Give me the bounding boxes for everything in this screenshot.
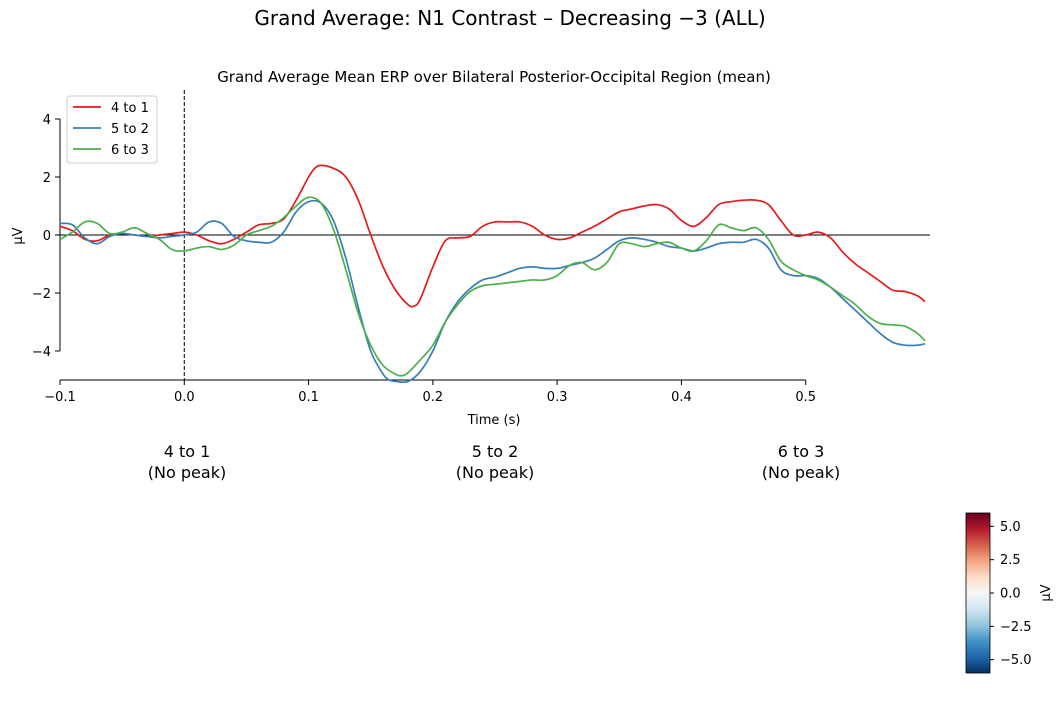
figure-title: Grand Average: N1 Contrast – Decreasing … <box>254 6 766 30</box>
colorbar-tick-label: 0.0 <box>1000 587 1021 602</box>
y-tick-label: −2 <box>32 287 51 302</box>
y-tick-label: 4 <box>43 113 51 128</box>
legend-entry-label: 4 to 1 <box>111 101 149 116</box>
series-line-5-to-2 <box>59 199 926 384</box>
colorbar-gradient <box>965 512 991 674</box>
y-tick-label: 2 <box>43 171 51 186</box>
y-tick-label: −4 <box>32 345 51 360</box>
peak-label-condition: 4 to 1 <box>163 442 211 461</box>
chart-title: Grand Average Mean ERP over Bilateral Po… <box>217 68 771 86</box>
peak-label-status: (No peak) <box>761 463 841 482</box>
x-tick-label: 0.3 <box>547 390 568 405</box>
x-tick-label: 0.0 <box>174 390 195 405</box>
legend-entry-label: 6 to 3 <box>111 143 149 158</box>
x-axis-label: Time (s) <box>467 413 521 428</box>
legend-box <box>66 95 158 164</box>
series-line-4-to-1 <box>59 164 926 308</box>
colorbar-tick-label: −5.0 <box>1000 653 1032 668</box>
peak-label-condition: 6 to 3 <box>777 442 825 461</box>
legend: 4 to 1 5 to 2 6 to 3 <box>66 95 158 164</box>
y-tick-label: 0 <box>43 229 51 244</box>
colorbar: 5.0 2.5 0.0 −2.5 −5.0 µV <box>965 512 1054 674</box>
x-tick-label: 0.5 <box>795 390 816 405</box>
peak-label-condition: 5 to 2 <box>471 442 519 461</box>
peak-label-5-to-2: 5 to 2 (No peak) <box>405 441 585 483</box>
series-line-6-to-3 <box>59 196 926 377</box>
x-tick-label: −0.1 <box>44 390 76 405</box>
colorbar-label: µV <box>1039 584 1054 601</box>
colorbar-tick-label: 2.5 <box>1000 553 1021 568</box>
x-tick-label: 0.2 <box>423 390 444 405</box>
legend-entry-label: 5 to 2 <box>111 122 149 137</box>
colorbar-tick-label: −2.5 <box>1000 620 1032 635</box>
colorbar-tick-label: 5.0 <box>1000 520 1021 535</box>
x-tick-label: 0.4 <box>671 390 692 405</box>
peak-label-status: (No peak) <box>455 463 535 482</box>
peak-label-status: (No peak) <box>147 463 227 482</box>
peak-label-6-to-3: 6 to 3 (No peak) <box>711 441 891 483</box>
x-tick-label: 0.1 <box>298 390 319 405</box>
peak-label-4-to-1: 4 to 1 (No peak) <box>97 441 277 483</box>
y-axis-label: µV <box>11 227 26 244</box>
